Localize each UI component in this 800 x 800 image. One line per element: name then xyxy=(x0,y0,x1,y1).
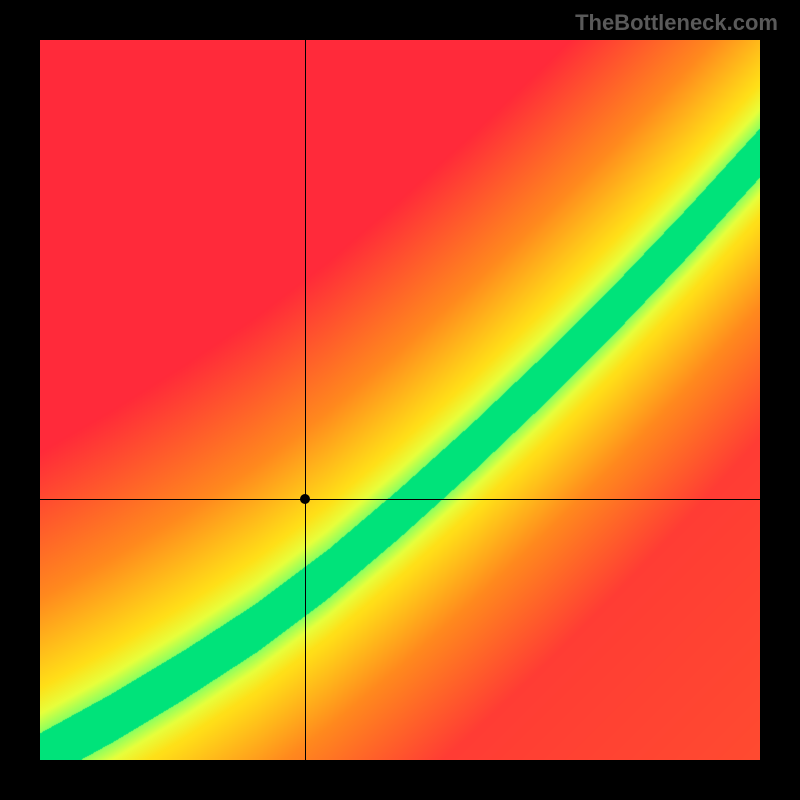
plot-area xyxy=(40,40,760,760)
watermark-text: TheBottleneck.com xyxy=(575,10,778,36)
crosshair-horizontal xyxy=(40,499,760,500)
bottleneck-heatmap xyxy=(40,40,760,760)
crosshair-dot xyxy=(300,494,310,504)
crosshair-vertical xyxy=(305,40,306,760)
